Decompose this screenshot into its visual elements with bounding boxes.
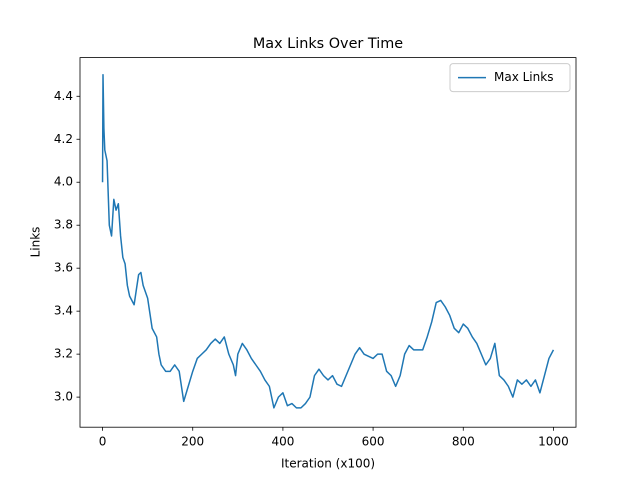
- legend-label: Max Links: [494, 70, 553, 84]
- x-tick-label: 600: [362, 435, 385, 449]
- y-tick-label: 4.2: [54, 132, 73, 146]
- plot-frame: [79, 57, 577, 428]
- data-line: [101, 74, 555, 409]
- y-tick-label: 3.4: [54, 304, 73, 318]
- x-tick-label: 800: [452, 435, 475, 449]
- x-tick-label: 0: [99, 435, 107, 449]
- y-tick-label: 4.4: [54, 89, 73, 103]
- y-tick-label: 4.0: [54, 175, 73, 189]
- y-axis-label: Links: [29, 227, 43, 258]
- x-tick-label: 1000: [538, 435, 569, 449]
- x-tick-label: 400: [271, 435, 294, 449]
- legend-box: [449, 63, 571, 93]
- y-tick-label: 3.6: [54, 261, 73, 275]
- x-axis-label: Iteration (x100): [281, 457, 375, 471]
- x-tick-label: 200: [181, 435, 204, 449]
- y-tick-label: 3.8: [54, 218, 73, 232]
- chart-title: Max Links Over Time: [253, 36, 403, 52]
- y-tick-label: 3.2: [54, 347, 73, 361]
- y-tick-label: 3.0: [54, 390, 73, 404]
